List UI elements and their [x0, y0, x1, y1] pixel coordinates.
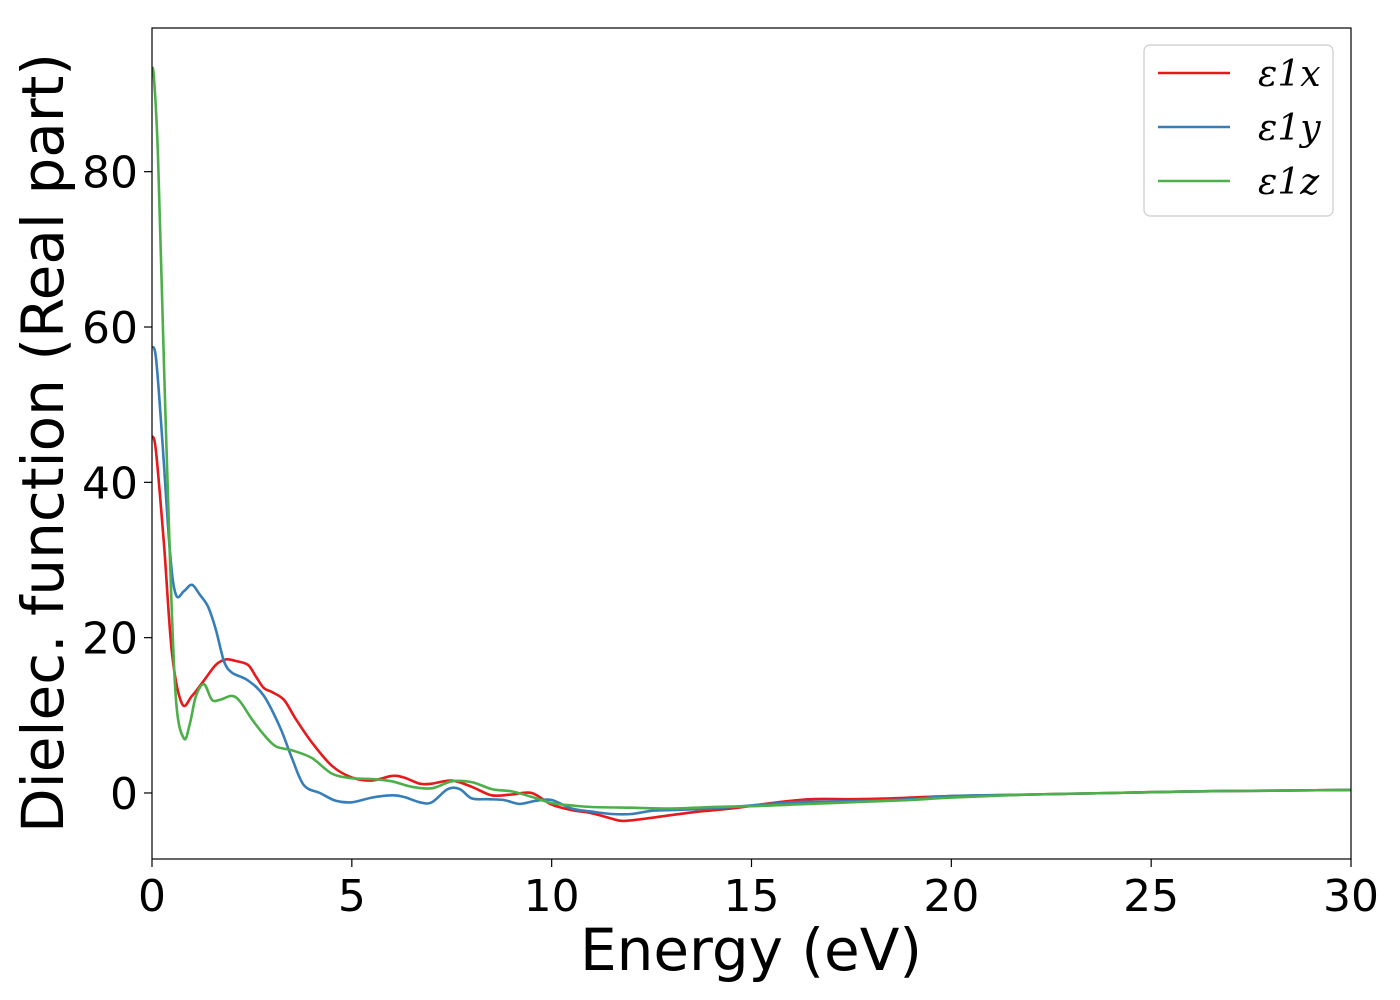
x-axis-label: Energy (eV) — [580, 916, 922, 984]
x-tick-label: 30 — [1323, 871, 1379, 922]
x-axis: 0 5 10 15 20 25 30 — [138, 859, 1379, 922]
y-tick-label: 40 — [82, 458, 138, 509]
x-tick-label: 20 — [923, 871, 979, 922]
y-axis: 0 20 40 60 80 — [82, 148, 152, 820]
legend: ε1x ε1y ε1z — [1143, 44, 1334, 217]
y-tick-label: 80 — [82, 148, 138, 199]
y-axis-label: Dielec. function (Real part) — [9, 53, 77, 833]
x-tick-label: 15 — [724, 871, 780, 922]
y-tick-label: 60 — [82, 303, 138, 354]
x-tick-label: 5 — [338, 871, 366, 922]
legend-label: ε1z — [1258, 162, 1320, 203]
legend-label: ε1x — [1258, 54, 1321, 95]
x-tick-label: 25 — [1123, 871, 1179, 922]
y-tick-label: 20 — [82, 614, 138, 665]
series-line-2 — [152, 345, 1351, 816]
series-layer — [152, 65, 1351, 823]
legend-frame — [1143, 44, 1334, 217]
x-tick-label: 10 — [524, 871, 580, 922]
series-line-3 — [152, 65, 1351, 810]
series-line-1 — [152, 435, 1351, 823]
legend-label: ε1y — [1258, 108, 1321, 149]
y-tick-label: 0 — [110, 769, 138, 820]
x-tick-label: 0 — [138, 871, 166, 922]
